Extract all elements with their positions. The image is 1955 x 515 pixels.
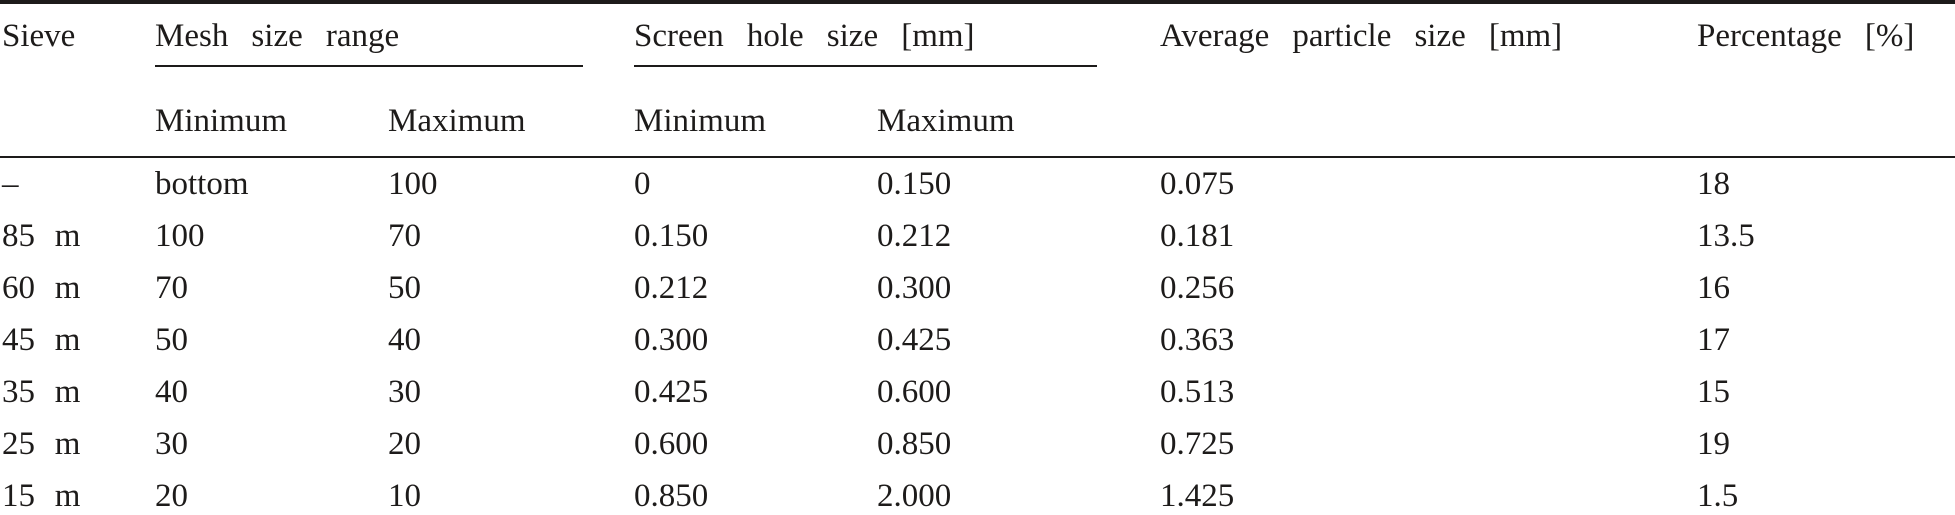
- header-group-row: Sieve Mesh size range Screen hole size […: [0, 2, 1955, 158]
- cell-average-particle-size: 0.181: [1160, 217, 1235, 254]
- cell-percentage: 19: [1697, 425, 1730, 462]
- cell-mesh-max: 40: [388, 321, 421, 358]
- subheader-mesh-maximum: Maximum: [388, 81, 634, 159]
- group-header-screen-label: Screen hole size [mm]: [634, 4, 1097, 67]
- cell-mesh-min: 70: [155, 269, 188, 306]
- cell-sieve: –: [2, 165, 19, 202]
- cell-percentage: 16: [1697, 269, 1730, 306]
- cell-screen-min: 0: [634, 165, 651, 202]
- cell-percentage: 15: [1697, 373, 1730, 410]
- header-sub-row: Minimum Maximum Minimum Maximum: [0, 81, 1955, 159]
- group-header-mesh-size-range: Mesh size range: [155, 2, 634, 82]
- table-row: 85 m 100 70 0.150 0.212 0.181 13.5: [0, 210, 1955, 262]
- cell-average-particle-size: 1.425: [1160, 470, 1697, 515]
- cell-mesh-max: 70: [388, 217, 421, 254]
- subheader-screen-minimum: Minimum: [634, 81, 877, 159]
- table-row: 60 m 70 50 0.212 0.300 0.256 16: [0, 262, 1955, 314]
- table-row: 15 m 20 10 0.850 2.000 1.425 1.5: [0, 470, 1955, 515]
- cell-mesh-min: 50: [155, 321, 188, 358]
- cell-percentage: 17: [1697, 321, 1730, 358]
- cell-mesh-max: 50: [388, 269, 421, 306]
- table-row: 35 m 40 30 0.425 0.600 0.513 15: [0, 366, 1955, 418]
- cell-sieve: 60 m: [2, 269, 81, 306]
- cell-mesh-min: 30: [155, 425, 188, 462]
- cell-percentage: 18: [1697, 165, 1730, 202]
- cell-mesh-min: 20: [155, 470, 388, 515]
- cell-average-particle-size: 0.513: [1160, 373, 1235, 410]
- cell-screen-max: 0.600: [877, 373, 952, 410]
- cell-screen-min: 0.300: [634, 321, 709, 358]
- cell-average-particle-size: 0.363: [1160, 321, 1235, 358]
- col-header-percentage: Percentage [%]: [1697, 2, 1955, 158]
- cell-sieve: 85 m: [2, 217, 81, 254]
- subheader-screen-maximum: Maximum: [877, 81, 1160, 159]
- cell-mesh-max: 30: [388, 373, 421, 410]
- group-header-mesh-label: Mesh size range: [155, 4, 583, 67]
- cell-mesh-min: 100: [155, 217, 205, 254]
- group-header-screen-hole-size: Screen hole size [mm]: [634, 2, 1160, 82]
- cell-sieve: 15 m: [0, 470, 155, 515]
- cell-screen-min: 0.150: [634, 217, 709, 254]
- cell-mesh-max: 10: [388, 470, 634, 515]
- cell-screen-max: 0.850: [877, 425, 952, 462]
- cell-mesh-min: bottom: [155, 165, 249, 202]
- cell-sieve: 35 m: [2, 373, 81, 410]
- subheader-mesh-minimum: Minimum: [155, 81, 388, 159]
- cell-sieve: 25 m: [2, 425, 81, 462]
- cell-percentage: 1.5: [1697, 470, 1955, 515]
- cell-screen-max: 0.212: [877, 217, 952, 254]
- cell-average-particle-size: 0.075: [1160, 165, 1235, 202]
- cell-screen-max: 0.150: [877, 165, 952, 202]
- col-header-sieve: Sieve: [0, 2, 155, 158]
- cell-screen-min: 0.212: [634, 269, 709, 306]
- cell-mesh-min: 40: [155, 373, 188, 410]
- table-row: – bottom 100 0 0.150 0.075 18: [0, 157, 1955, 210]
- cell-sieve: 45 m: [2, 321, 81, 358]
- cell-average-particle-size: 0.725: [1160, 425, 1235, 462]
- cell-mesh-max: 20: [388, 425, 421, 462]
- cell-screen-max: 0.300: [877, 269, 952, 306]
- cell-percentage: 13.5: [1697, 217, 1755, 254]
- cell-mesh-max: 100: [388, 165, 438, 202]
- table-row: 25 m 30 20 0.600 0.850 0.725 19: [0, 418, 1955, 470]
- cell-screen-min: 0.850: [634, 470, 877, 515]
- table-row: 45 m 50 40 0.300 0.425 0.363 17: [0, 314, 1955, 366]
- table-body: – bottom 100 0 0.150 0.075 18 85 m 100 7…: [0, 157, 1955, 515]
- cell-screen-max: 2.000: [877, 470, 1160, 515]
- table-header: Sieve Mesh size range Screen hole size […: [0, 2, 1955, 159]
- col-header-average-particle-size: Average particle size [mm]: [1160, 2, 1697, 158]
- cell-average-particle-size: 0.256: [1160, 269, 1235, 306]
- cell-screen-min: 0.425: [634, 373, 709, 410]
- cell-screen-max: 0.425: [877, 321, 952, 358]
- cell-screen-min: 0.600: [634, 425, 709, 462]
